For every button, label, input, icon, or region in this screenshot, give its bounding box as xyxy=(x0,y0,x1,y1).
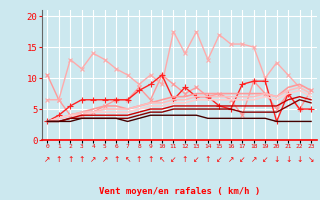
Text: Vent moyen/en rafales ( km/h ): Vent moyen/en rafales ( km/h ) xyxy=(99,187,260,196)
Text: ↑: ↑ xyxy=(113,156,119,164)
Text: ↓: ↓ xyxy=(296,156,303,164)
Text: ↙: ↙ xyxy=(262,156,268,164)
Text: ↓: ↓ xyxy=(285,156,291,164)
Text: ↑: ↑ xyxy=(182,156,188,164)
Text: ↑: ↑ xyxy=(56,156,62,164)
Text: ↑: ↑ xyxy=(136,156,142,164)
Text: ↑: ↑ xyxy=(78,156,85,164)
Text: ↘: ↘ xyxy=(308,156,314,164)
Text: ↑: ↑ xyxy=(67,156,74,164)
Text: ↙: ↙ xyxy=(170,156,177,164)
Text: ↓: ↓ xyxy=(274,156,280,164)
Text: ↗: ↗ xyxy=(251,156,257,164)
Text: ↗: ↗ xyxy=(228,156,234,164)
Text: ↖: ↖ xyxy=(159,156,165,164)
Text: ↗: ↗ xyxy=(44,156,51,164)
Text: ↙: ↙ xyxy=(193,156,200,164)
Text: ↑: ↑ xyxy=(205,156,211,164)
Text: ↗: ↗ xyxy=(101,156,108,164)
Text: ↖: ↖ xyxy=(124,156,131,164)
Text: ↗: ↗ xyxy=(90,156,96,164)
Text: ↑: ↑ xyxy=(147,156,154,164)
Text: ↙: ↙ xyxy=(239,156,245,164)
Text: ↙: ↙ xyxy=(216,156,222,164)
